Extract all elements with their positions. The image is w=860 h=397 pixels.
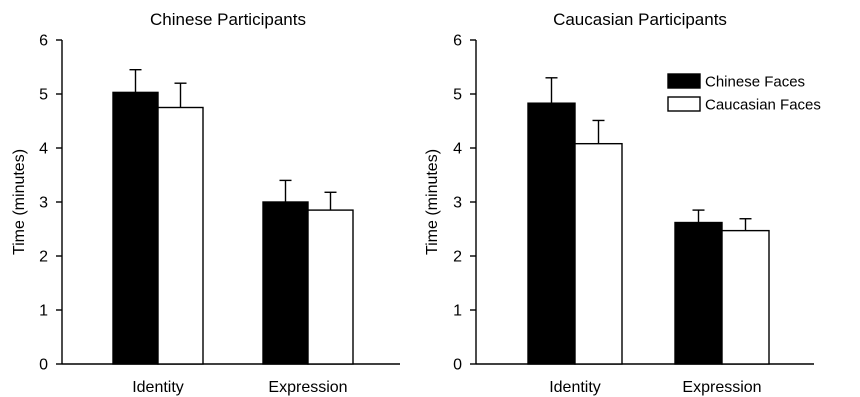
legend: Chinese Faces Caucasian Faces	[667, 73, 821, 114]
y-tick-label: 2	[39, 249, 48, 266]
legend-label-chinese-faces: Chinese Faces	[705, 74, 805, 91]
bar-series-2-identity	[157, 106, 204, 365]
y-axis-label: Time (minutes)	[11, 149, 28, 255]
y-tick-label: 3	[453, 195, 462, 212]
chart-title: Chinese Participants	[150, 10, 306, 29]
bar-chinese-faces-expression	[674, 221, 723, 365]
chart-panel-caucasian-participants: Caucasian Participants Time (minutes) 0 1 2 3…	[424, 10, 821, 396]
chart-title: Caucasian Participants	[553, 10, 727, 29]
bar-caucasian-faces-expression	[721, 229, 770, 365]
y-tick-label: 0	[453, 357, 462, 374]
bar-series-1-expression	[262, 201, 309, 365]
y-tick-label: 0	[39, 357, 48, 374]
x-category-label-expression: Expression	[268, 379, 347, 396]
y-axis-label: Time (minutes)	[424, 149, 441, 255]
x-category-label-identity: Identity	[132, 379, 184, 396]
legend-swatch-chinese-faces	[667, 73, 701, 89]
bar-caucasian-faces-identity	[574, 142, 623, 365]
legend-label-caucasian-faces: Caucasian Faces	[705, 97, 821, 114]
bar-chinese-faces-identity	[527, 102, 576, 365]
bar-series-1-identity	[112, 91, 159, 365]
x-category-label-expression: Expression	[682, 379, 761, 396]
y-tick-label: 5	[39, 87, 48, 104]
y-tick-label: 5	[453, 87, 462, 104]
y-tick-label: 1	[39, 303, 48, 320]
y-tick-label: 6	[39, 33, 48, 50]
bar-series-2-expression	[307, 209, 354, 365]
y-tick-label: 3	[39, 195, 48, 212]
y-tick-label: 2	[453, 249, 462, 266]
legend-swatch-caucasian-faces	[667, 96, 701, 112]
chart-panel-chinese-participants: Chinese Participants Time (minutes) 0 1 2 3 4 5…	[11, 10, 400, 396]
y-tick-label: 6	[453, 33, 462, 50]
x-category-label-identity: Identity	[549, 379, 601, 396]
y-tick-label: 1	[453, 303, 462, 320]
y-tick-label: 4	[39, 141, 48, 158]
y-tick-label: 4	[453, 141, 462, 158]
